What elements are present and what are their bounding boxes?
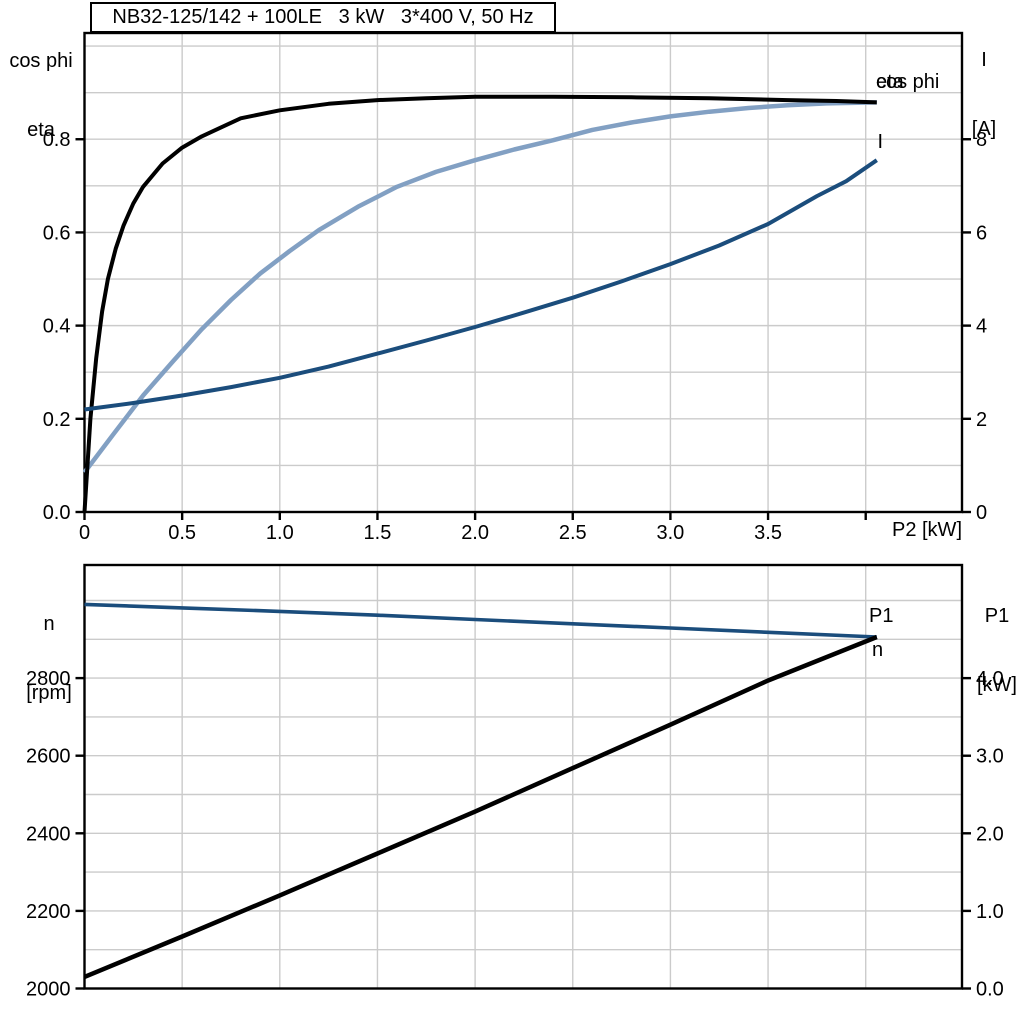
left-tick-label: 2400 — [26, 823, 71, 845]
right-tick-label: 6 — [976, 222, 987, 244]
upper-left-axis-title: cos phi eta — [0, 4, 82, 188]
series-input-power-curve — [83, 634, 878, 979]
axis-title-line: [rpm] — [26, 682, 72, 704]
series-speed-curve — [84, 602, 877, 639]
plot-border — [83, 563, 964, 990]
series-cos-phi-curve — [82, 100, 877, 474]
axis-title-line: [kW] — [977, 674, 1017, 696]
right-tick-label: 4 — [976, 316, 987, 338]
x-tick-label: 0.5 — [168, 522, 196, 544]
axis-title-line: I — [981, 49, 987, 71]
right-tick-label: 2.0 — [976, 823, 1004, 845]
x-tick-label: 3.0 — [657, 522, 685, 544]
x-tick-label: 1.0 — [266, 522, 294, 544]
axis-title-line: cos phi — [9, 50, 73, 72]
left-tick-label: 0.4 — [43, 316, 71, 338]
left-tick-label: 2600 — [26, 746, 71, 768]
x-tick-label: 2.5 — [559, 522, 587, 544]
x-tick-label: 3.5 — [754, 522, 782, 544]
axis-title-line: eta — [27, 119, 55, 141]
series-current-label: I — [878, 131, 884, 153]
axis-title-line: [A] — [971, 118, 997, 140]
x-tick-label: 2.0 — [461, 522, 489, 544]
series-eta-curve — [82, 94, 877, 513]
left-tick-label: 0.0 — [43, 502, 71, 524]
x-tick-label: 0 — [79, 522, 90, 544]
series-eta-label: eta — [876, 71, 905, 93]
right-tick-label: 3.0 — [976, 746, 1004, 768]
left-tick-label: 0.6 — [43, 222, 71, 244]
series-speed-label: n — [872, 639, 883, 661]
series-cos-phi-label: cos phi — [876, 71, 939, 93]
axis-title-line: n — [43, 613, 55, 635]
lower-left-axis-title: n [rpm] — [8, 567, 90, 751]
left-tick-label: 2200 — [26, 901, 71, 923]
axis-title-line: P1 — [984, 605, 1010, 627]
series-input-power-label: P1 — [869, 605, 893, 627]
right-tick-label: 0.0 — [976, 979, 1004, 1001]
left-tick-label: 0.8 — [43, 129, 71, 151]
chart-title-text: NB32-125/142 + 100LE 3 kW 3*400 V, 50 Hz — [112, 6, 534, 28]
right-tick-label: 4.0 — [976, 668, 1004, 690]
upper-x-axis-title: P2 [kW] — [891, 519, 962, 541]
left-tick-label: 2800 — [26, 668, 71, 690]
right-tick-label: 2 — [976, 409, 987, 431]
right-tick-label: 1.0 — [976, 901, 1004, 923]
upper-right-axis-title: I [A] — [952, 3, 1016, 187]
chart-title-box: NB32-125/142 + 100LE 3 kW 3*400 V, 50 Hz — [90, 2, 556, 33]
left-tick-label: 2000 — [26, 979, 71, 1001]
plot-border — [83, 31, 964, 514]
right-tick-label: 0 — [976, 502, 987, 524]
left-tick-label: 0.2 — [43, 409, 71, 431]
right-tick-label: 8 — [976, 129, 987, 151]
lower-right-axis-title: P1 [kW] — [965, 559, 1024, 743]
x-tick-label: 1.5 — [364, 522, 392, 544]
series-current-curve — [84, 158, 878, 412]
